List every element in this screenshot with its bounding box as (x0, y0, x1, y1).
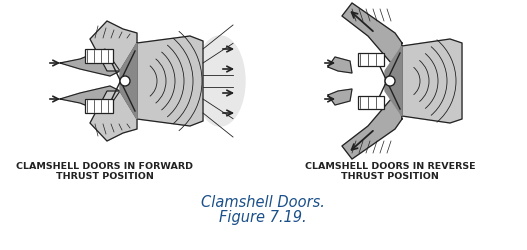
Text: CLAMSHELL DOORS IN REVERSE: CLAMSHELL DOORS IN REVERSE (305, 161, 475, 170)
Polygon shape (60, 50, 120, 77)
Bar (358, 96, 384, 110)
Bar (358, 54, 384, 67)
Ellipse shape (195, 37, 245, 126)
Polygon shape (328, 90, 352, 106)
Bar (85, 50, 113, 64)
Bar (85, 100, 113, 114)
Polygon shape (328, 58, 352, 74)
Polygon shape (90, 92, 137, 142)
Text: CLAMSHELL DOORS IN FORWARD: CLAMSHELL DOORS IN FORWARD (16, 161, 193, 170)
Polygon shape (342, 4, 402, 72)
Polygon shape (342, 92, 402, 159)
Polygon shape (120, 44, 137, 120)
Polygon shape (60, 87, 120, 114)
Text: Figure 7.19.: Figure 7.19. (219, 209, 307, 224)
Circle shape (385, 77, 395, 87)
Text: Clamshell Doors.: Clamshell Doors. (201, 194, 325, 209)
Polygon shape (90, 22, 137, 72)
Polygon shape (385, 47, 402, 116)
Polygon shape (402, 40, 462, 123)
Text: THRUST POSITION: THRUST POSITION (341, 171, 439, 180)
Polygon shape (137, 37, 203, 126)
Circle shape (120, 77, 130, 87)
Text: THRUST POSITION: THRUST POSITION (56, 171, 154, 180)
